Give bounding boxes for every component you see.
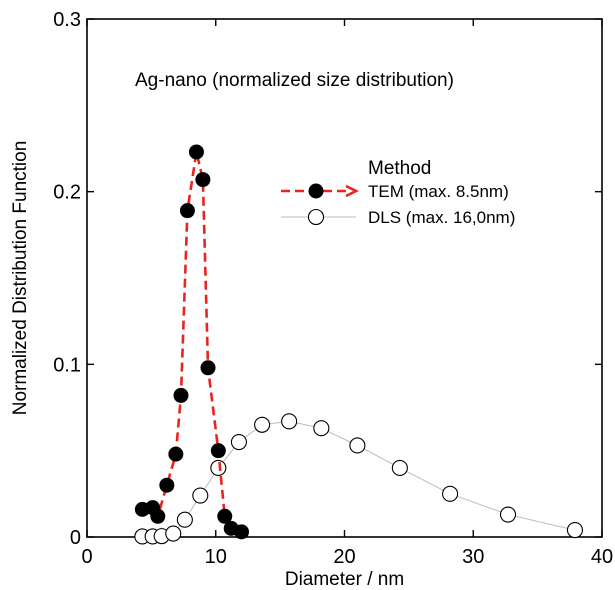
series-tem — [134, 144, 249, 540]
chart-annotation: Ag-nano (normalized size distribution) — [135, 70, 454, 91]
data-point-dls — [313, 420, 330, 437]
data-point-dls — [391, 459, 408, 476]
y-tick-label: 0.2 — [53, 182, 81, 204]
axis-ticks: 0 10 20 30 40 0 0.1 0.2 0.3 — [53, 9, 613, 568]
x-tick-label: 0 — [81, 546, 92, 568]
data-point-dls — [176, 511, 193, 528]
data-point-dls — [210, 459, 227, 476]
data-point-tem — [159, 477, 175, 493]
data-point-tem — [217, 508, 233, 524]
legend-tem-label: TEM (max. 8.5nm) — [368, 182, 509, 201]
data-point-tem — [179, 203, 195, 219]
series-tem-line — [142, 151, 242, 534]
data-point-dls — [499, 506, 517, 523]
data-point-dls — [165, 525, 182, 542]
x-tick-label: 30 — [462, 546, 484, 568]
x-tick-label: 10 — [205, 546, 227, 568]
data-point-dls — [230, 433, 247, 451]
data-point-dls — [566, 522, 584, 539]
legend: Method TEM (max. 8.5nm) DLS (max. 16,0nm… — [281, 158, 515, 227]
legend-title: Method — [368, 158, 431, 179]
data-point-dls — [281, 413, 298, 430]
data-point-tem — [168, 446, 184, 462]
series-layer — [134, 144, 584, 545]
legend-dls-label: DLS (max. 16,0nm) — [368, 208, 515, 227]
y-tick-label: 0.1 — [53, 354, 81, 376]
data-point-tem — [195, 172, 211, 188]
data-point-dls — [192, 487, 209, 504]
y-tick-label: 0.3 — [53, 9, 81, 31]
plot-frame — [86, 18, 603, 538]
data-point-tem — [188, 144, 204, 160]
data-point-tem — [200, 360, 216, 376]
data-point-dls — [442, 485, 459, 502]
data-point-tem — [234, 524, 249, 540]
legend-tem-arrowhead — [345, 184, 359, 198]
series-dls — [134, 413, 584, 545]
x-tick-label: 20 — [333, 546, 355, 568]
y-tick-label: 0 — [70, 527, 81, 549]
legend-tem-marker — [308, 183, 324, 199]
data-point-tem — [210, 443, 226, 459]
x-axis-label: Diameter / nm — [285, 569, 404, 590]
data-point-tem — [173, 387, 189, 403]
data-point-dls — [254, 416, 271, 433]
y-axis-label: Normalized Distribution Function — [10, 141, 31, 416]
x-tick-label: 40 — [591, 546, 613, 568]
data-point-dls — [349, 437, 366, 454]
legend-dls-marker — [307, 208, 325, 226]
data-point-tem — [150, 508, 166, 524]
